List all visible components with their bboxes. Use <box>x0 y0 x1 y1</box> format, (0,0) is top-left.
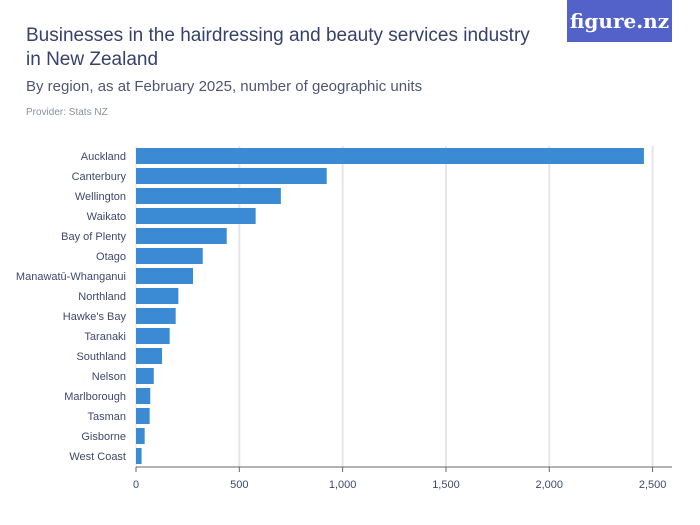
category-label: Wellington <box>75 191 126 203</box>
figure-nz-logo[interactable]: figure.nz <box>567 0 672 42</box>
bar <box>136 348 163 364</box>
category-label: Otago <box>96 251 126 263</box>
bar <box>136 428 145 444</box>
bar <box>136 248 203 264</box>
bar <box>136 288 179 304</box>
x-tick-label: 1,500 <box>432 479 460 491</box>
provider-label: Provider: Stats NZ <box>26 107 108 118</box>
bar <box>136 448 142 464</box>
category-label: Auckland <box>81 151 126 163</box>
bar <box>136 388 151 404</box>
category-label: Taranaki <box>84 331 126 343</box>
bar <box>136 148 644 164</box>
category-label: West Coast <box>69 451 126 463</box>
category-label: Tasman <box>87 411 126 423</box>
category-label: Waikato <box>87 211 126 223</box>
category-label: Hawke's Bay <box>63 311 127 323</box>
bar <box>136 228 227 244</box>
category-label: Marlborough <box>64 391 126 403</box>
category-label: Canterbury <box>72 171 127 183</box>
bar <box>136 168 327 184</box>
bar <box>136 408 150 424</box>
x-tick-label: 2,000 <box>536 479 564 491</box>
logo-text: figure.nz <box>569 9 670 33</box>
bar <box>136 368 154 384</box>
bar <box>136 208 256 224</box>
category-label: Bay of Plenty <box>61 231 126 243</box>
category-label: Southland <box>76 351 126 363</box>
x-tick-label: 0 <box>133 479 139 491</box>
category-label: Manawatū-Whanganui <box>16 271 126 283</box>
bar <box>136 188 281 204</box>
x-tick-label: 2,500 <box>639 479 667 491</box>
bar <box>136 328 170 344</box>
x-tick-label: 1,000 <box>329 479 357 491</box>
category-label: Nelson <box>92 371 126 383</box>
category-label: Gisborne <box>81 431 126 443</box>
chart-title: Businesses in the hairdressing and beaut… <box>26 25 530 70</box>
x-tick-label: 500 <box>230 479 248 491</box>
bar <box>136 268 194 284</box>
category-label: Northland <box>78 291 126 303</box>
bar <box>136 308 176 324</box>
chart-subtitle: By region, as at February 2025, number o… <box>26 78 423 95</box>
